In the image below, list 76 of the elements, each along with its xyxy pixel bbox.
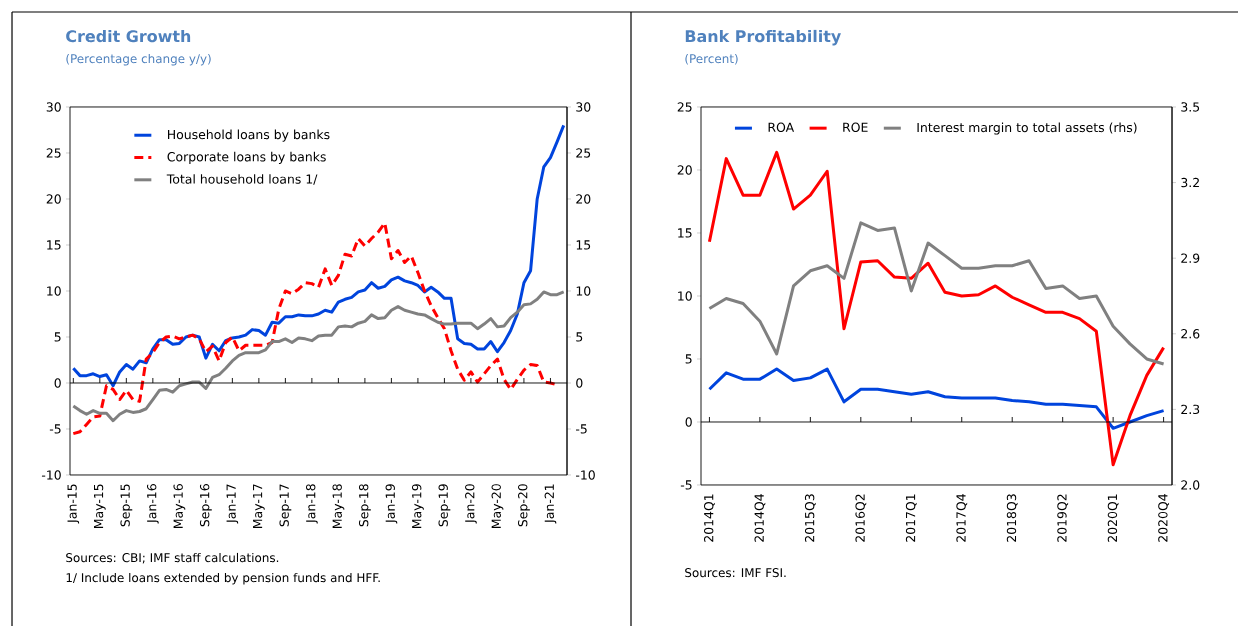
- y2-tick-label: 2.0: [1181, 480, 1200, 490]
- y-tick-label: -10: [575, 470, 595, 480]
- y2-tick-label: 3.5: [1181, 102, 1200, 112]
- y-tick-label: 20: [576, 194, 591, 204]
- line-series: [71, 123, 566, 388]
- y-tick-label: 5: [685, 354, 692, 364]
- chart-title: Credit Growth: [66, 29, 191, 43]
- x-tick-label: 2019Q2: [1057, 494, 1069, 542]
- legend-label: Corporate loans by banks: [167, 151, 326, 164]
- chart-subtitle: (Percent): [685, 53, 738, 65]
- y-tick-label: 0: [685, 417, 692, 427]
- y-tick-label: 5: [576, 332, 583, 342]
- x-tick-label: 2016Q2: [855, 494, 867, 542]
- y2-tick-label: 2.3: [1181, 404, 1200, 415]
- y-tick-label: -5: [680, 480, 692, 490]
- y2-tick-label: -10: [41, 470, 61, 480]
- x-tick-label: 2014Q1: [703, 494, 715, 542]
- legend-label: ROA: [768, 122, 795, 133]
- y-tick-label: 15: [576, 240, 591, 250]
- x-tick-label: Sep-19: [438, 484, 451, 527]
- x-tick-label: 2018Q3: [1006, 494, 1018, 542]
- y2-tick-label: 30: [46, 102, 61, 112]
- x-tick-label: May-17: [253, 484, 265, 528]
- chart-title: Bank Profitability: [685, 29, 841, 46]
- x-tick-label: 2017Q1: [905, 494, 917, 542]
- y2-tick-label: 10: [47, 286, 61, 296]
- x-tick-label: May-16: [173, 484, 186, 528]
- y2-tick-label: 15: [47, 240, 61, 250]
- x-tick-label: May-19: [411, 484, 424, 528]
- y2-tick-label: -5: [49, 424, 61, 434]
- x-tick-label: Jan-18: [306, 484, 318, 524]
- y2-tick-label: 20: [46, 194, 61, 204]
- x-tick-label: Sep-18: [358, 484, 371, 527]
- y2-tick-label: 5: [54, 332, 61, 342]
- y2-tick-label: 2.6: [1181, 329, 1200, 339]
- source-note: Sources: IMF FSI.: [685, 568, 786, 578]
- x-tick-label: Jan-19: [385, 484, 398, 524]
- y-tick-label: 25: [677, 102, 692, 112]
- y-tick-label: 10: [576, 286, 591, 296]
- y-tick-label: 10: [678, 291, 692, 301]
- y-tick-label: 15: [678, 228, 692, 238]
- y2-tick-label: 25: [46, 148, 61, 158]
- x-tick-label: 2014Q4: [754, 494, 766, 542]
- y-tick-label: 30: [576, 102, 591, 112]
- x-tick-label: Jan-20: [465, 484, 477, 524]
- x-tick-label: Jan-15: [67, 484, 80, 524]
- text: 1/ Include loans extended by pension funds and HFF.: [66, 572, 380, 585]
- x-tick-label: Sep-15: [120, 484, 133, 527]
- x-tick-label: 2015Q3: [804, 494, 816, 542]
- x-tick-label: 2020Q1: [1107, 494, 1119, 542]
- legend-label: Household loans by banks: [168, 129, 330, 142]
- x-tick-label: Sep-17: [279, 484, 292, 527]
- x-tick-label: May-20: [491, 484, 504, 528]
- x-tick-label: Jan-16: [146, 484, 159, 524]
- x-tick-label: May-15: [94, 484, 106, 528]
- x-tick-label: Jan-17: [226, 484, 239, 524]
- y2-tick-label: 3.2: [1181, 177, 1199, 188]
- y2-tick-label: 0: [54, 378, 61, 388]
- legend-label: Total household loans 1/: [166, 174, 318, 185]
- x-tick-label: 2020Q4: [1158, 494, 1170, 542]
- legend-label: Interest margin to total assets (rhs): [917, 122, 1137, 135]
- line-series: [707, 221, 1166, 366]
- y-tick-label: 0: [576, 378, 583, 388]
- x-tick-label: Jan-21: [544, 484, 557, 524]
- y-tick-label: -5: [575, 424, 587, 434]
- y2-tick-label: 2.9: [1181, 253, 1200, 263]
- x-tick-label: Sep-16: [199, 484, 212, 527]
- legend-label: ROE: [843, 122, 868, 133]
- line-series: [707, 150, 1166, 467]
- chart-subtitle: (Percentage change y/y): [66, 53, 211, 66]
- y-tick-label: 25: [576, 148, 591, 158]
- x-tick-label: May-18: [332, 484, 345, 528]
- x-tick-label: 2017Q4: [956, 494, 968, 542]
- source-note: Sources: CBI; IMF staff calculations.: [66, 552, 279, 564]
- x-tick-label: Sep-20: [518, 484, 530, 527]
- y-tick-label: 20: [677, 165, 692, 175]
